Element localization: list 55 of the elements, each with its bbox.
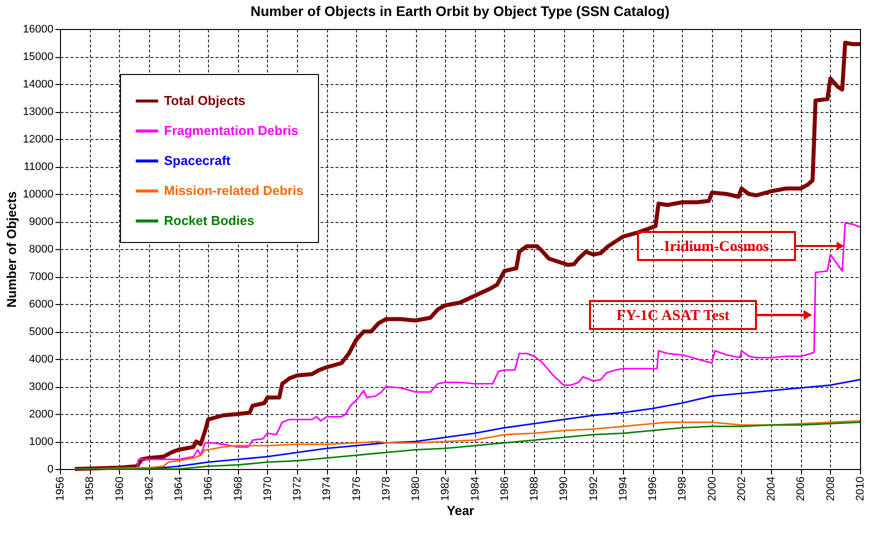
- x-tick-label: 1984: [469, 476, 482, 501]
- x-tick-label: 1976: [350, 476, 363, 501]
- x-tick-label: 1990: [558, 476, 570, 501]
- y-tick-label: 14000: [22, 78, 54, 90]
- legend-label: Rocket Bodies: [164, 213, 254, 228]
- y-tick-label: 5000: [29, 326, 54, 338]
- legend-label: Fragmentation Debris: [164, 123, 298, 138]
- x-tick-label: 1966: [202, 476, 215, 501]
- x-tick-label: 2008: [824, 476, 837, 501]
- legend-label: Total Objects: [164, 93, 246, 108]
- y-tick-label: 9000: [29, 216, 54, 228]
- y-axis-title: Number of Objects: [4, 191, 19, 308]
- y-tick-label: 3000: [29, 381, 54, 393]
- x-tick-label: 1956: [54, 476, 66, 501]
- legend-label: Mission-related Debris: [164, 183, 304, 198]
- x-tick-label: 2002: [736, 476, 748, 501]
- x-tick-label: 2010: [854, 476, 866, 501]
- legend-label: Spacecraft: [164, 153, 232, 168]
- x-tick-label: 1978: [380, 476, 392, 501]
- x-tick-label: 1986: [498, 476, 511, 501]
- y-tick-label: 12000: [22, 134, 54, 146]
- annotation: FY-1C ASAT Test: [616, 308, 730, 324]
- y-tick-label: 0: [47, 464, 54, 476]
- x-tick-label: 2004: [766, 476, 778, 501]
- y-tick-label: 10000: [22, 188, 54, 200]
- line-series: [72, 40, 862, 471]
- y-tick-label: 16000: [22, 24, 54, 36]
- x-tick-label: 2006: [795, 476, 808, 501]
- x-tick-label: 1998: [676, 476, 689, 501]
- x-tick-label: 1960: [114, 476, 126, 501]
- x-tick-label: 1994: [617, 476, 630, 501]
- y-tick-label: 2000: [29, 408, 54, 420]
- x-tick-label: 1972: [292, 476, 304, 501]
- y-tick-label: 7000: [29, 271, 54, 283]
- x-tick-label: 1964: [173, 476, 186, 501]
- y-tick-label: 8000: [29, 244, 54, 256]
- x-tick-label: 1970: [262, 476, 274, 501]
- x-tick-label: 1982: [440, 476, 452, 501]
- x-tick-label: 2000: [706, 476, 718, 501]
- x-tick-label: 1962: [143, 476, 156, 501]
- y-tick-label: 1000: [29, 436, 54, 448]
- x-tick-label: 1958: [84, 476, 96, 501]
- x-axis-title: Year: [446, 502, 474, 518]
- x-tick-label: 1992: [588, 476, 600, 501]
- y-tick-label: 6000: [29, 298, 54, 310]
- x-tick-label: 1974: [321, 476, 334, 501]
- x-tick-label: 1996: [647, 476, 660, 501]
- y-tick-label: 13000: [22, 106, 54, 118]
- x-tick-label: 1968: [232, 476, 244, 501]
- x-tick-label: 1988: [528, 476, 541, 501]
- chart-title: Number of Objects in Earth Orbit by Object Type (SSN Catalog): [250, 3, 670, 19]
- y-tick-label: 11000: [24, 161, 54, 173]
- y-tick-label: 4000: [29, 354, 54, 366]
- x-tick-label: 1980: [410, 476, 422, 501]
- y-tick-label: 15000: [22, 51, 54, 63]
